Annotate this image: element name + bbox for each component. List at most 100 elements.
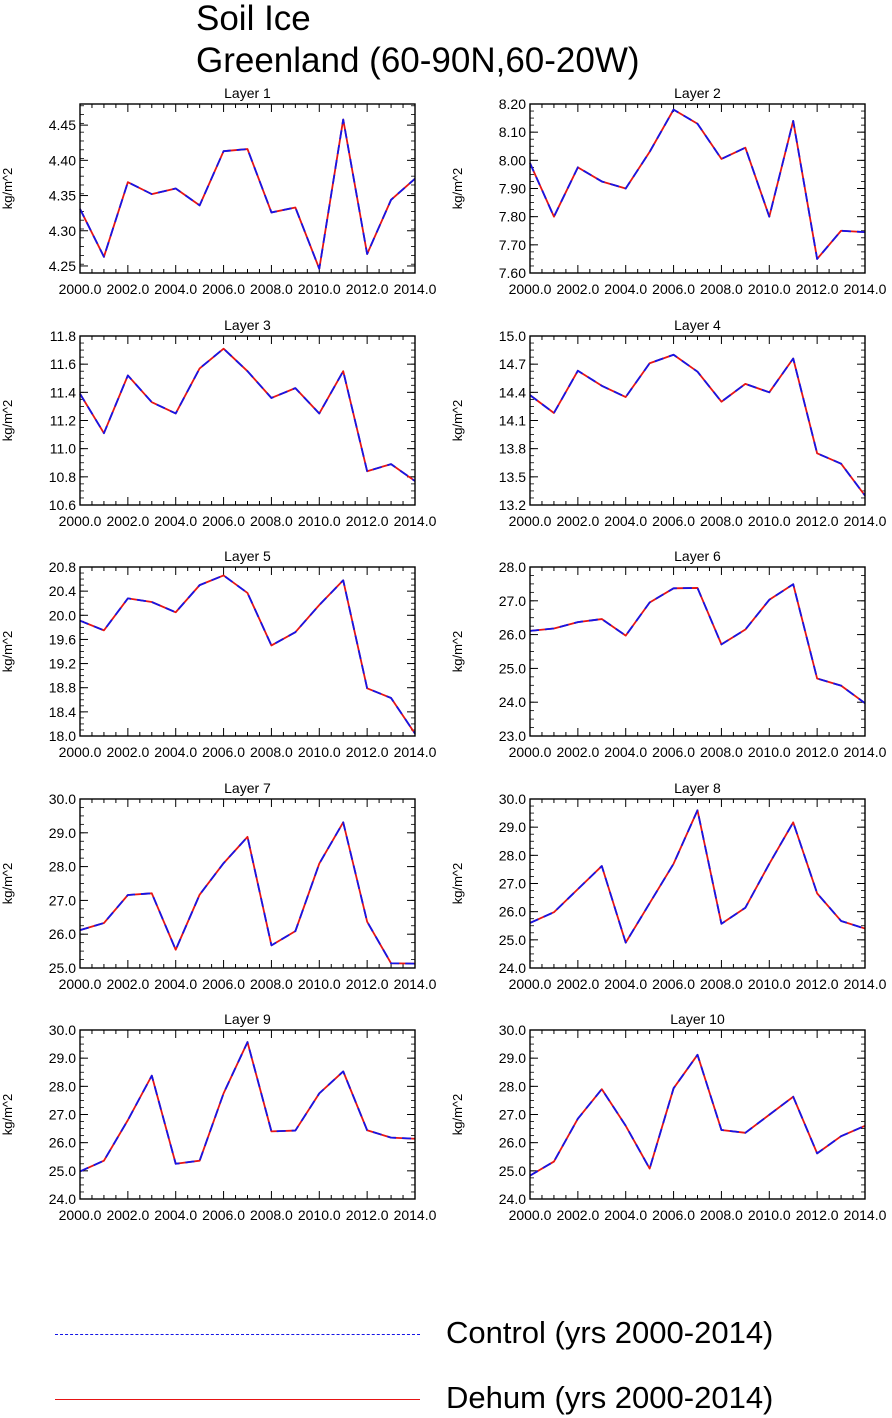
x-tick-label: 2010.0 bbox=[298, 744, 341, 760]
x-tick-label: 2006.0 bbox=[202, 281, 245, 297]
x-tick-label: 2006.0 bbox=[652, 1207, 695, 1223]
x-tick-label: 2006.0 bbox=[202, 513, 245, 529]
x-tick-label: 2006.0 bbox=[202, 976, 245, 992]
x-tick-label: 2008.0 bbox=[700, 744, 743, 760]
x-tick-label: 2012.0 bbox=[796, 976, 839, 992]
y-tick-label: 10.6 bbox=[49, 497, 76, 513]
x-tick-label: 2008.0 bbox=[250, 744, 293, 760]
x-tick-label: 2010.0 bbox=[298, 1207, 341, 1223]
x-tick-label: 2010.0 bbox=[748, 1207, 791, 1223]
legend-line-dehum bbox=[55, 1399, 420, 1400]
y-tick-label: 13.5 bbox=[499, 469, 526, 485]
chart-panel-10: Layer 10 kg/m^2 24.0 25.0 26.0 27.0 28.0 29.0 30… bbox=[450, 1011, 887, 1223]
y-axis-label: kg/m^2 bbox=[450, 863, 465, 905]
x-tick-label: 2012.0 bbox=[796, 513, 839, 529]
x-tick-label: 2012.0 bbox=[346, 281, 389, 297]
series-line-control bbox=[79, 821, 416, 965]
series-line-dehum bbox=[529, 108, 866, 260]
x-tick-label: 2000.0 bbox=[509, 976, 552, 992]
plot-frame bbox=[529, 1029, 866, 1200]
series-line-dehum bbox=[79, 821, 416, 965]
y-tick-label: 25.0 bbox=[499, 932, 526, 948]
x-tick-label: 2004.0 bbox=[154, 1207, 197, 1223]
y-tick-label: 18.4 bbox=[49, 704, 76, 720]
y-axis-label: kg/m^2 bbox=[450, 400, 465, 442]
series-line-control bbox=[529, 1053, 866, 1177]
x-tick-label: 2012.0 bbox=[346, 976, 389, 992]
x-tick-label: 2006.0 bbox=[652, 513, 695, 529]
x-tick-label: 2014.0 bbox=[844, 744, 887, 760]
y-tick-label: 28.0 bbox=[499, 1078, 526, 1094]
x-tick-label: 2012.0 bbox=[796, 1207, 839, 1223]
y-tick-label: 30.0 bbox=[499, 791, 526, 807]
x-tick-label: 2010.0 bbox=[298, 281, 341, 297]
y-tick-label: 8.00 bbox=[499, 152, 526, 168]
y-tick-label: 27.0 bbox=[49, 1107, 76, 1123]
y-tick-label: 11.2 bbox=[50, 413, 76, 429]
y-tick-label: 13.2 bbox=[499, 497, 526, 513]
y-tick-label: 8.20 bbox=[499, 96, 526, 112]
y-tick-label: 11.8 bbox=[50, 328, 76, 344]
x-tick-label: 2000.0 bbox=[59, 513, 102, 529]
series-line-dehum bbox=[529, 353, 866, 497]
y-tick-label: 29.0 bbox=[49, 825, 76, 841]
series-line-control bbox=[79, 118, 416, 270]
x-tick-label: 2010.0 bbox=[298, 513, 341, 529]
x-tick-label: 2000.0 bbox=[59, 744, 102, 760]
y-tick-label: 8.10 bbox=[499, 124, 526, 140]
chart-title: Layer 5 bbox=[224, 548, 271, 564]
y-tick-label: 25.0 bbox=[499, 1163, 526, 1179]
x-tick-label: 2002.0 bbox=[556, 976, 599, 992]
y-tick-label: 4.35 bbox=[49, 188, 76, 204]
chart-panel-2: Layer 2 kg/m^2 7.60 7.70 7.80 7.90 8.00 8.10 8.2… bbox=[450, 85, 887, 297]
y-tick-label: 10.8 bbox=[49, 469, 76, 485]
y-axis-label: kg/m^2 bbox=[450, 168, 465, 210]
y-tick-label: 27.0 bbox=[49, 892, 76, 908]
chart-title: Layer 9 bbox=[224, 1011, 271, 1027]
chart-panel-4: Layer 4 kg/m^2 13.2 13.5 13.8 14.1 14.4 14.7 15.… bbox=[450, 317, 887, 529]
x-tick-label: 2004.0 bbox=[604, 513, 647, 529]
x-tick-label: 2002.0 bbox=[106, 744, 149, 760]
x-tick-label: 2006.0 bbox=[202, 744, 245, 760]
y-tick-label: 24.0 bbox=[499, 1191, 526, 1207]
y-tick-label: 4.45 bbox=[49, 117, 76, 133]
y-tick-label: 13.8 bbox=[499, 441, 526, 457]
x-tick-label: 2012.0 bbox=[796, 281, 839, 297]
x-tick-label: 2014.0 bbox=[844, 281, 887, 297]
chart-panel-7: Layer 7 kg/m^2 25.0 26.0 27.0 28.0 29.0 30.0 200… bbox=[0, 780, 437, 992]
y-tick-label: 26.0 bbox=[499, 904, 526, 920]
y-tick-label: 28.0 bbox=[49, 859, 76, 875]
x-tick-label: 2008.0 bbox=[700, 513, 743, 529]
x-tick-label: 2000.0 bbox=[509, 1207, 552, 1223]
chart-title: Layer 3 bbox=[224, 317, 271, 333]
x-tick-label: 2014.0 bbox=[394, 976, 437, 992]
y-tick-label: 26.0 bbox=[49, 1135, 76, 1151]
x-tick-label: 2014.0 bbox=[394, 513, 437, 529]
series-line-dehum bbox=[79, 347, 416, 482]
x-tick-label: 2014.0 bbox=[844, 1207, 887, 1223]
chart-title: Layer 6 bbox=[674, 548, 721, 564]
y-tick-label: 27.0 bbox=[499, 1107, 526, 1123]
x-tick-label: 2002.0 bbox=[556, 744, 599, 760]
y-tick-label: 19.6 bbox=[49, 631, 76, 647]
chart-panel-8: Layer 8 kg/m^2 24.0 25.0 26.0 27.0 28.0 29.0 30.… bbox=[450, 780, 887, 992]
y-tick-label: 14.1 bbox=[499, 413, 526, 429]
x-tick-label: 2004.0 bbox=[604, 1207, 647, 1223]
chart-title: Layer 7 bbox=[224, 780, 271, 796]
y-tick-label: 30.0 bbox=[49, 791, 76, 807]
x-tick-label: 2000.0 bbox=[59, 976, 102, 992]
x-tick-label: 2008.0 bbox=[250, 976, 293, 992]
series-line-control bbox=[529, 809, 866, 944]
x-tick-label: 2010.0 bbox=[748, 281, 791, 297]
y-tick-label: 15.0 bbox=[499, 328, 526, 344]
x-tick-label: 2012.0 bbox=[346, 513, 389, 529]
series-line-control bbox=[529, 583, 866, 704]
y-tick-label: 30.0 bbox=[499, 1022, 526, 1038]
series-line-dehum bbox=[79, 118, 416, 270]
plot-frame bbox=[79, 798, 416, 969]
legend-line-control bbox=[55, 1334, 420, 1335]
x-tick-label: 2008.0 bbox=[250, 1207, 293, 1223]
y-axis-label: kg/m^2 bbox=[450, 1094, 465, 1136]
